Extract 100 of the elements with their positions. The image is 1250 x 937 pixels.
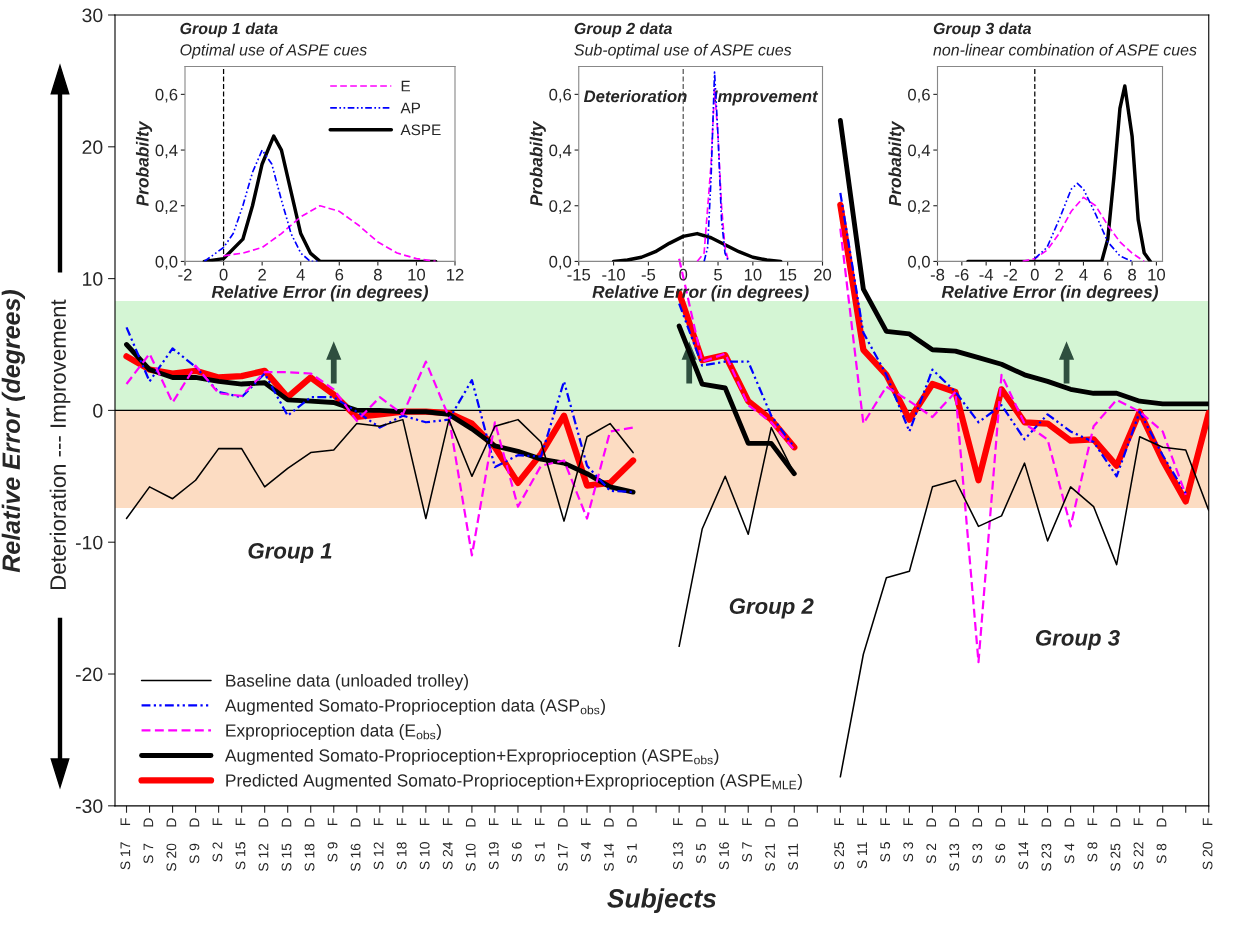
x-tick-label: -4 xyxy=(979,268,994,281)
chart-subtitle: Sub-optimal use of ASPE cues xyxy=(574,43,792,59)
x-tick-label: 0 xyxy=(219,268,228,281)
y-tick-label: 20 xyxy=(82,140,103,155)
x-tick-label: -5 xyxy=(641,268,656,281)
x-tick-label: S 15 F xyxy=(235,818,246,870)
y-axis-title: Relative Error (degrees) xyxy=(1,290,25,573)
x-tick-label: S 23 D xyxy=(1041,818,1052,872)
y-tick-label: 0,0 xyxy=(908,255,930,270)
x-tick-label: 8 xyxy=(1128,268,1136,281)
x-tick-label: S 10 F xyxy=(419,818,430,870)
x-tick-label: S 18 F xyxy=(396,818,407,870)
x-tick-label: 10 xyxy=(408,268,426,281)
line-series xyxy=(222,204,437,262)
text: Deterioration --- Improvement xyxy=(49,299,71,589)
x-tick-label: 4 xyxy=(1079,268,1088,281)
x-tick-label: S 7 F xyxy=(742,818,752,862)
x-tick-label: S 6 F xyxy=(511,818,522,862)
x-tick-label: S 18 D xyxy=(304,818,315,872)
x-tick-label: S 9 F xyxy=(327,818,338,862)
x-tick-label: S 16 D xyxy=(350,818,361,872)
y-tick-label: 0,6 xyxy=(549,88,572,103)
y-tick-label: 30 xyxy=(82,8,103,23)
x-tick-label: 2 xyxy=(1055,268,1063,281)
x-tick-label: 12 xyxy=(447,268,464,281)
x-tick-label: S 17 D xyxy=(557,818,568,872)
x-tick-label: S 22 F xyxy=(1133,818,1144,870)
y-tick-label: -20 xyxy=(75,667,103,682)
x-tick-label: S 7 D xyxy=(143,818,154,864)
chart-subtitle: non-linear combination of ASPE cues xyxy=(933,43,1197,56)
x-tick-label: -8 xyxy=(930,268,945,281)
y-tick-label: 0,4 xyxy=(155,144,178,159)
x-tick-label: S 4 F xyxy=(580,818,591,862)
annotation: Group 3 xyxy=(1035,629,1120,651)
x-tick-label: S 19 F xyxy=(488,818,499,870)
x-tick-label: S 12 F xyxy=(373,818,384,870)
legend-label: Baseline data (unloaded trolley) xyxy=(226,674,468,691)
x-tick-label: S 1 F xyxy=(534,818,545,862)
x-tick-label: -10 xyxy=(602,268,625,281)
x-tick-label: 6 xyxy=(1103,268,1112,281)
annotation: Deterioration xyxy=(583,89,687,103)
x-tick-label: 2 xyxy=(258,268,266,281)
x-tick-label: S 16 F xyxy=(719,818,729,870)
x-tick-label: S 20 F xyxy=(1202,818,1213,870)
chart-title: Group 2 data xyxy=(574,22,672,38)
y-tick-label: 0,0 xyxy=(549,255,572,270)
legend-label: Augmented Somato-Proprioception+Exproprioception (ASPE$_{obs}$) xyxy=(224,748,719,766)
x-tick-label: S 8 F xyxy=(1087,818,1098,862)
x-tick-label: 10 xyxy=(1148,268,1166,281)
x-tick-label: 4 xyxy=(296,268,305,281)
x-tick-label: -2 xyxy=(1003,268,1018,281)
annotation: Group 1 xyxy=(248,542,332,564)
chart-title: Group 1 data xyxy=(180,22,278,38)
x-tick-label: 6 xyxy=(335,268,344,281)
legend-label: AP xyxy=(400,102,421,114)
x-tick-label: S 13 D xyxy=(949,818,960,872)
x-tick-label: 8 xyxy=(373,268,382,281)
x-tick-label: S 5 F xyxy=(880,818,891,862)
y-tick-label: 0,2 xyxy=(549,200,571,214)
y-tick-label: 0 xyxy=(93,403,103,418)
y-tick-label: 0,4 xyxy=(908,144,931,159)
x-tick-label: 5 xyxy=(714,268,722,281)
legend-label: Exproprioception data (E$_{obs}$) xyxy=(226,723,441,741)
x-tick-label: -15 xyxy=(567,268,591,281)
line-series xyxy=(1021,196,1146,262)
x-tick-label: 0 xyxy=(1030,268,1039,281)
x-tick-label: S 4 D xyxy=(1064,818,1075,864)
chart-subtitle: Optimal use of ASPE cues xyxy=(180,43,367,59)
line-series xyxy=(1033,182,1133,262)
x-tick-label: S 5 D xyxy=(696,818,706,864)
x-tick-label: S 1 D xyxy=(626,818,637,864)
x-tick-label: S 3 D xyxy=(972,818,983,864)
legend-label: E xyxy=(401,80,411,92)
x-tick-label: S 9 D xyxy=(189,818,200,864)
x-tick-label: S 25 D xyxy=(1110,818,1121,872)
x-axis-title: Subjects xyxy=(607,888,716,913)
annotation: Group 2 xyxy=(729,598,814,619)
line-series xyxy=(966,84,1153,262)
x-tick-label: S 6 D xyxy=(995,818,1006,864)
x-tick-label: -2 xyxy=(178,268,192,281)
legend-label: Augmented Somato-Proprioception data (ASP$_{obs}$) xyxy=(224,698,605,716)
x-tick-label: -6 xyxy=(955,268,969,281)
x-tick-label: S 14 D xyxy=(603,818,614,872)
x-tick-label: S 17 F xyxy=(120,818,131,870)
y-tick-label: 0,2 xyxy=(908,200,930,214)
y-axis-title: Probabilty xyxy=(888,120,905,207)
x-tick-label: S 21 D xyxy=(765,818,775,872)
y-tick-label: 0,6 xyxy=(155,88,178,103)
x-tick-label: S 24 F xyxy=(442,818,453,870)
x-tick-label: S 14 F xyxy=(1018,818,1029,870)
y-tick-label: 0,4 xyxy=(549,144,572,159)
x-tick-label: S 13 F xyxy=(673,818,683,870)
y-tick-label: 0,6 xyxy=(908,88,930,103)
line-series xyxy=(611,231,783,262)
y-tick-label: 0,0 xyxy=(155,255,178,270)
x-tick-label: S 2 D xyxy=(926,818,937,864)
legend-label: Predicted Augmented Somato-Proprioception+Exproprioception (ASPE$_{MLE}$) xyxy=(226,773,802,791)
x-tick-label: S 12 D xyxy=(258,818,269,872)
x-tick-label: 10 xyxy=(744,268,762,281)
x-tick-label: 20 xyxy=(814,268,832,281)
